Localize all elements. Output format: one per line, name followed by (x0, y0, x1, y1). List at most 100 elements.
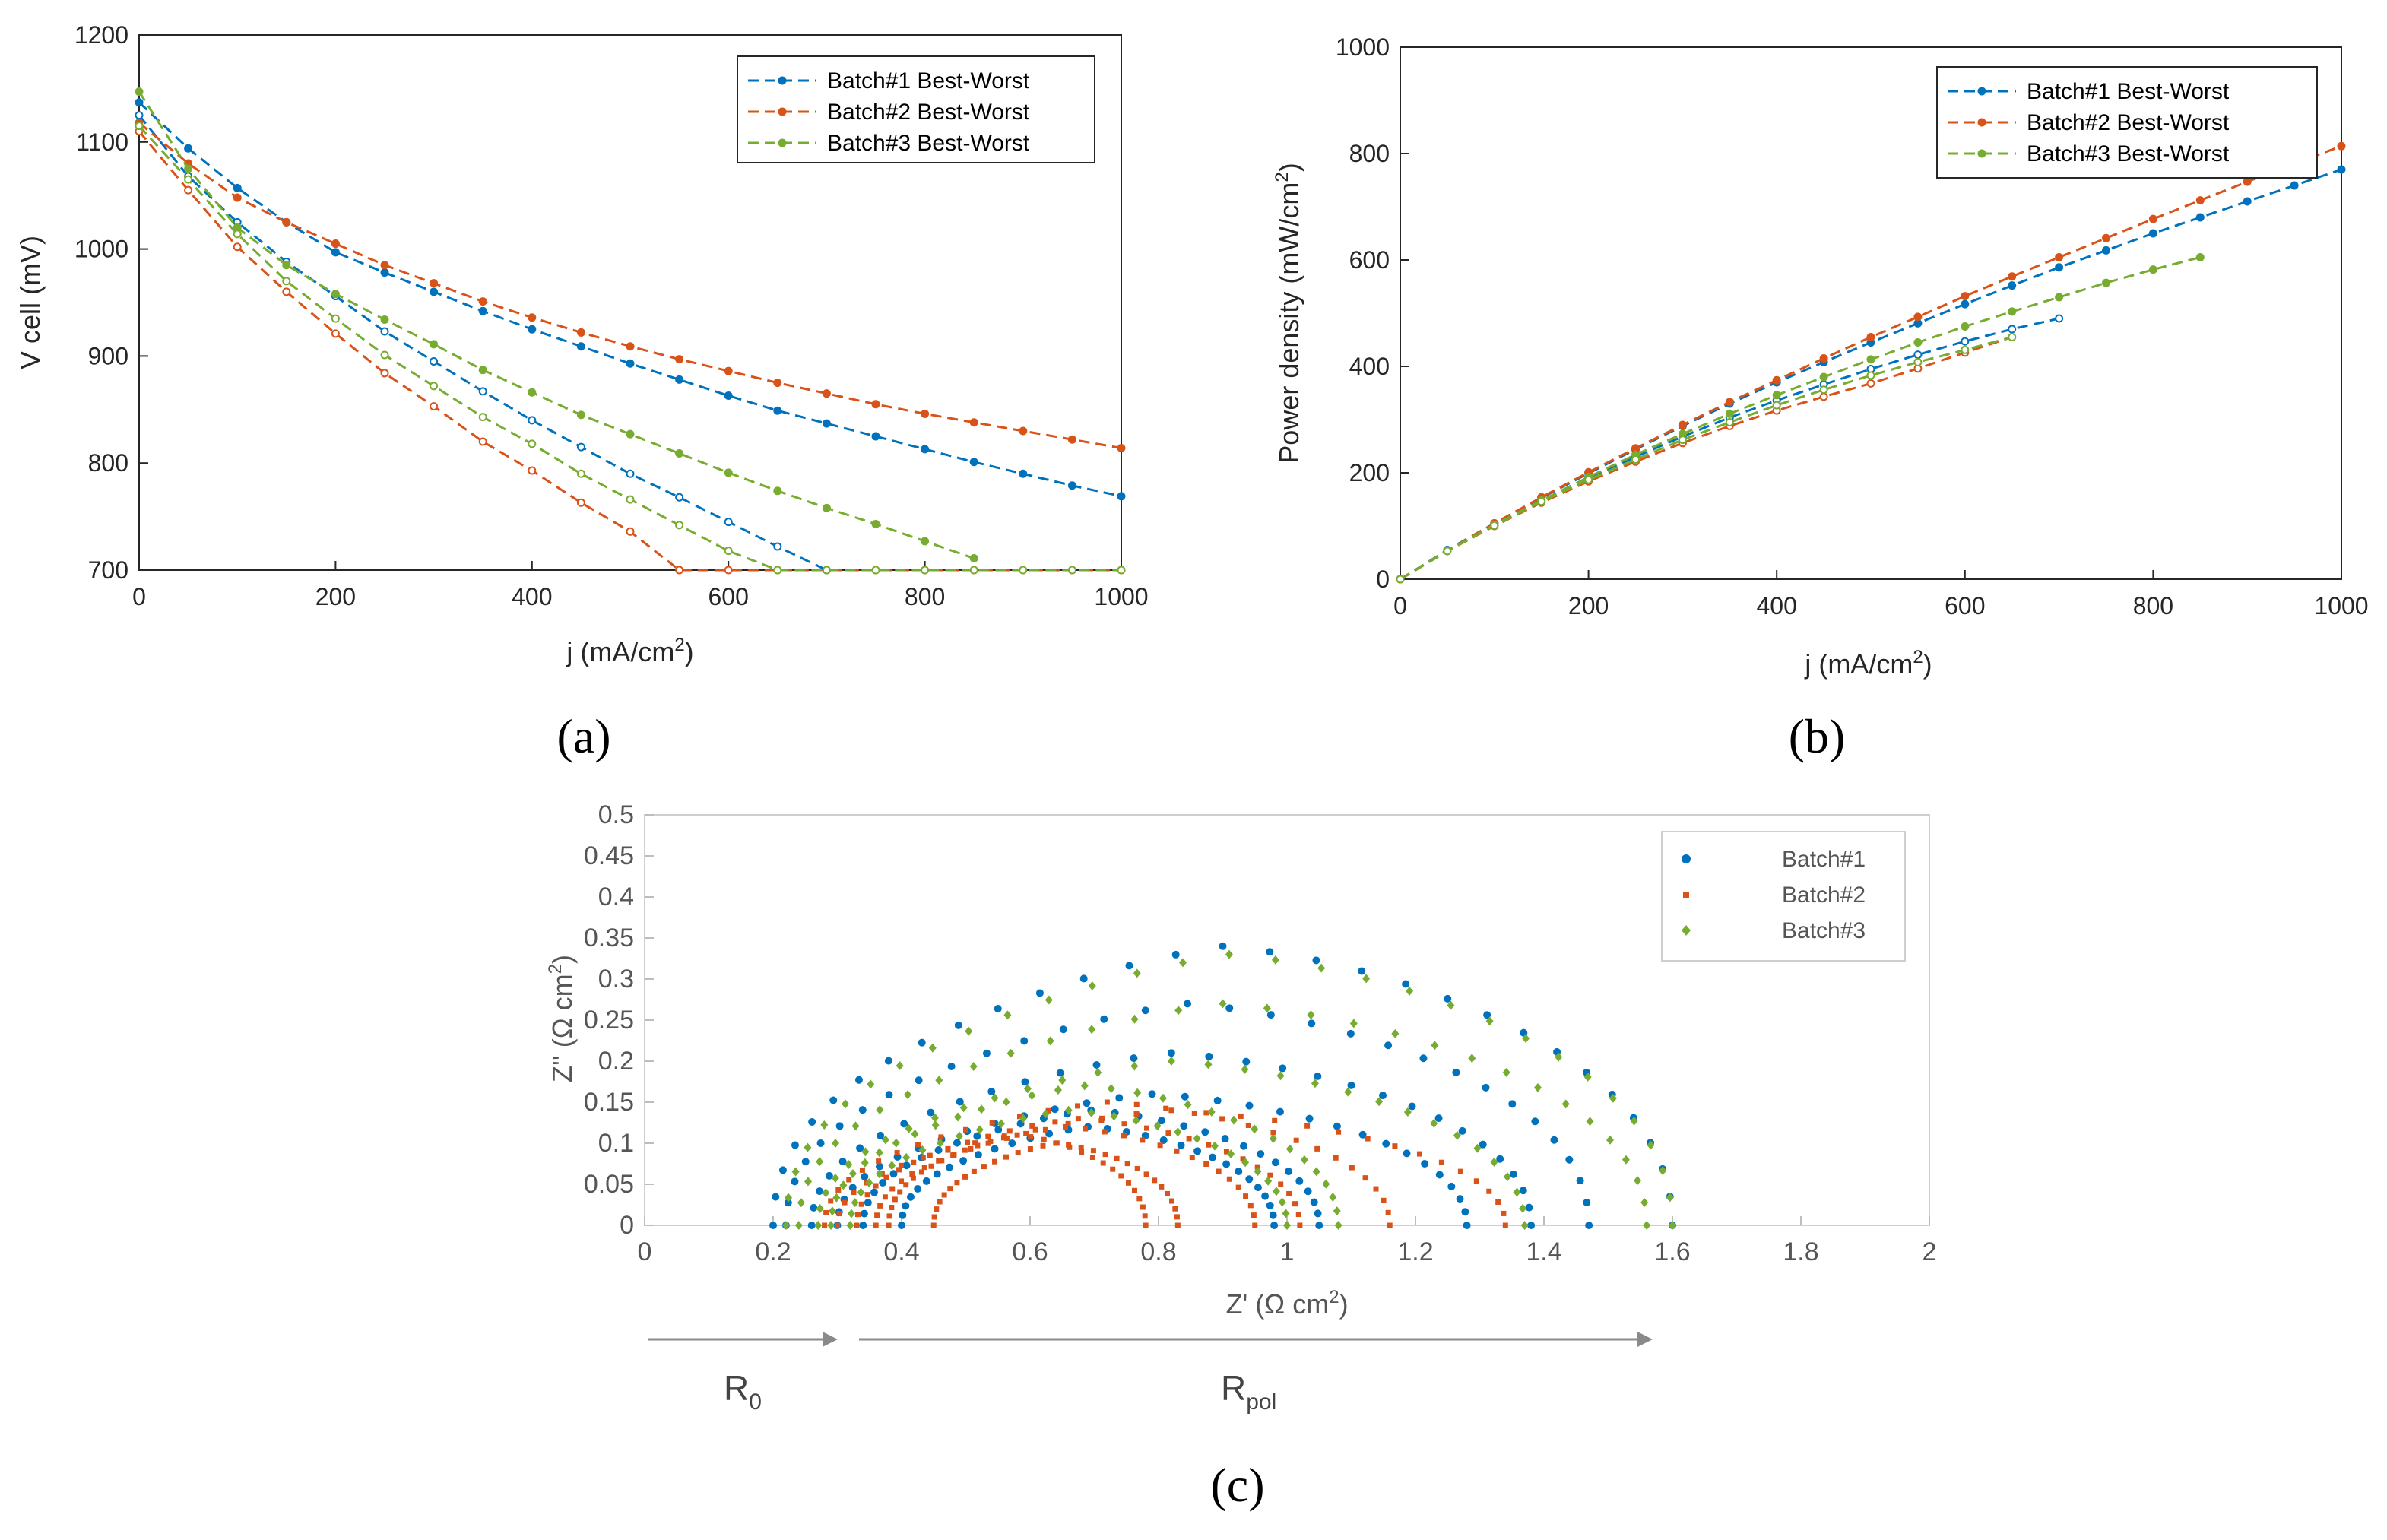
eis-point (1207, 1107, 1216, 1117)
data-point (184, 175, 193, 184)
eis-point (1630, 1116, 1638, 1126)
eis-point (1403, 1149, 1411, 1158)
eis-point (1245, 1122, 1251, 1128)
data-point (626, 495, 635, 504)
eis-point (1461, 1208, 1469, 1216)
eis-point (1014, 1132, 1020, 1138)
eis-point (1391, 1028, 1400, 1038)
y-tick-label: 0.25 (584, 1006, 634, 1035)
data-point (2008, 272, 2017, 281)
eis-point (1223, 1149, 1229, 1155)
eis-point (1210, 1141, 1219, 1151)
eis-point (1583, 1198, 1591, 1206)
eis-point (842, 1199, 848, 1206)
eis-point (1485, 1016, 1494, 1026)
data-point (773, 542, 782, 551)
eis-point (1519, 1187, 1527, 1195)
data-point (773, 379, 782, 388)
eis-point (953, 1139, 961, 1147)
eis-point (1193, 1134, 1201, 1144)
eis-point (1041, 1136, 1047, 1142)
eis-point (1312, 1167, 1320, 1177)
data-point (184, 164, 193, 173)
eis-point (1447, 1000, 1455, 1010)
eis-point (975, 1142, 981, 1149)
eis-point (1219, 942, 1227, 950)
legend-marker (1682, 925, 1691, 936)
eis-point (1194, 1147, 1202, 1155)
eis-point (950, 1152, 956, 1158)
data-point (626, 429, 635, 439)
data-point (528, 325, 537, 334)
data-point (430, 287, 439, 296)
data-point (1725, 418, 1734, 426)
data-point (2195, 196, 2205, 205)
data-point (626, 342, 635, 351)
data-point (1725, 409, 1734, 418)
eis-point (892, 1138, 900, 1148)
eis-point (1157, 1117, 1165, 1125)
data-point (724, 391, 733, 400)
eis-point (1213, 1096, 1222, 1104)
series-1-line-1 (138, 101, 1122, 498)
data-point (773, 486, 782, 496)
eis-point (1271, 1158, 1279, 1167)
eis-point (904, 1090, 912, 1100)
eis-point (831, 1173, 839, 1183)
data-point (1067, 566, 1076, 575)
eis-point (875, 1148, 883, 1158)
panel-b-label: (b) (1789, 709, 1846, 763)
data-point (2102, 246, 2110, 255)
eis-point (810, 1203, 818, 1212)
eis-point (1098, 1117, 1105, 1123)
data-point (282, 287, 291, 296)
eis-point (1482, 1083, 1490, 1092)
data-point (1117, 492, 1126, 501)
data-point (724, 566, 733, 575)
eis-point (1020, 1037, 1029, 1045)
eis-point (896, 1060, 904, 1070)
eis-point (1490, 1157, 1498, 1167)
data-point (331, 290, 340, 299)
eis-point (902, 1152, 911, 1162)
eis-point (902, 1161, 911, 1170)
eis-point (959, 1157, 968, 1165)
eis-point (884, 1057, 892, 1065)
eis-point (1134, 1165, 1140, 1171)
eis-point (918, 1038, 926, 1047)
data-point (2055, 293, 2064, 302)
eis-point (1240, 1156, 1246, 1162)
data-point (528, 388, 537, 397)
eis-point (1209, 1153, 1217, 1161)
eis-point (1243, 1193, 1249, 1199)
eis-point (1003, 1154, 1009, 1160)
y-tick-label: 1100 (76, 128, 128, 156)
eis-point (859, 1167, 865, 1173)
data-point (380, 327, 389, 336)
eis-point (927, 1152, 933, 1158)
eis-point (1184, 1100, 1192, 1110)
data-point (1019, 566, 1028, 575)
legend-marker (778, 138, 787, 147)
eis-point (1295, 1177, 1304, 1185)
data-point (1961, 322, 1970, 331)
eis-point (1317, 963, 1326, 973)
eis-point (889, 1170, 898, 1178)
eis-point (1191, 1110, 1197, 1116)
eis-point (1483, 1011, 1491, 1019)
eis-point (1065, 1120, 1071, 1126)
eis-point (1066, 1142, 1072, 1148)
eis-point (865, 1177, 873, 1187)
eis-point (982, 1049, 991, 1057)
data-point (675, 355, 684, 364)
eis-point (861, 1147, 870, 1157)
data-point (2008, 307, 2017, 316)
eis-point (1114, 1155, 1120, 1161)
eis-point (954, 1180, 960, 1186)
data-point (2148, 265, 2157, 274)
eis-point (1509, 1170, 1517, 1178)
y-tick-label: 700 (88, 556, 128, 584)
eis-point (1083, 1099, 1091, 1107)
eis-point (1226, 1176, 1232, 1182)
data-point (478, 413, 487, 422)
